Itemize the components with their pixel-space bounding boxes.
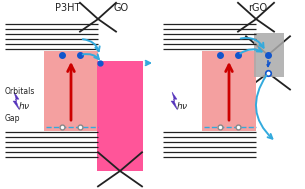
- FancyArrowPatch shape: [241, 38, 264, 48]
- Text: P3HT: P3HT: [55, 3, 81, 13]
- Bar: [202, 51, 256, 131]
- Bar: [44, 51, 98, 131]
- FancyArrowPatch shape: [83, 54, 99, 59]
- FancyArrowPatch shape: [256, 75, 272, 139]
- Bar: [254, 33, 284, 77]
- Bar: [97, 61, 143, 171]
- FancyArrowPatch shape: [240, 47, 262, 53]
- Polygon shape: [13, 92, 20, 110]
- FancyArrowPatch shape: [83, 39, 100, 51]
- Text: GO: GO: [113, 3, 129, 13]
- Text: Orbitals: Orbitals: [5, 87, 35, 96]
- Text: rGO: rGO: [249, 3, 267, 13]
- Text: $h\nu$: $h\nu$: [176, 100, 188, 111]
- Polygon shape: [171, 92, 178, 110]
- Text: $h\nu$: $h\nu$: [18, 100, 30, 111]
- Text: Gap: Gap: [5, 114, 20, 123]
